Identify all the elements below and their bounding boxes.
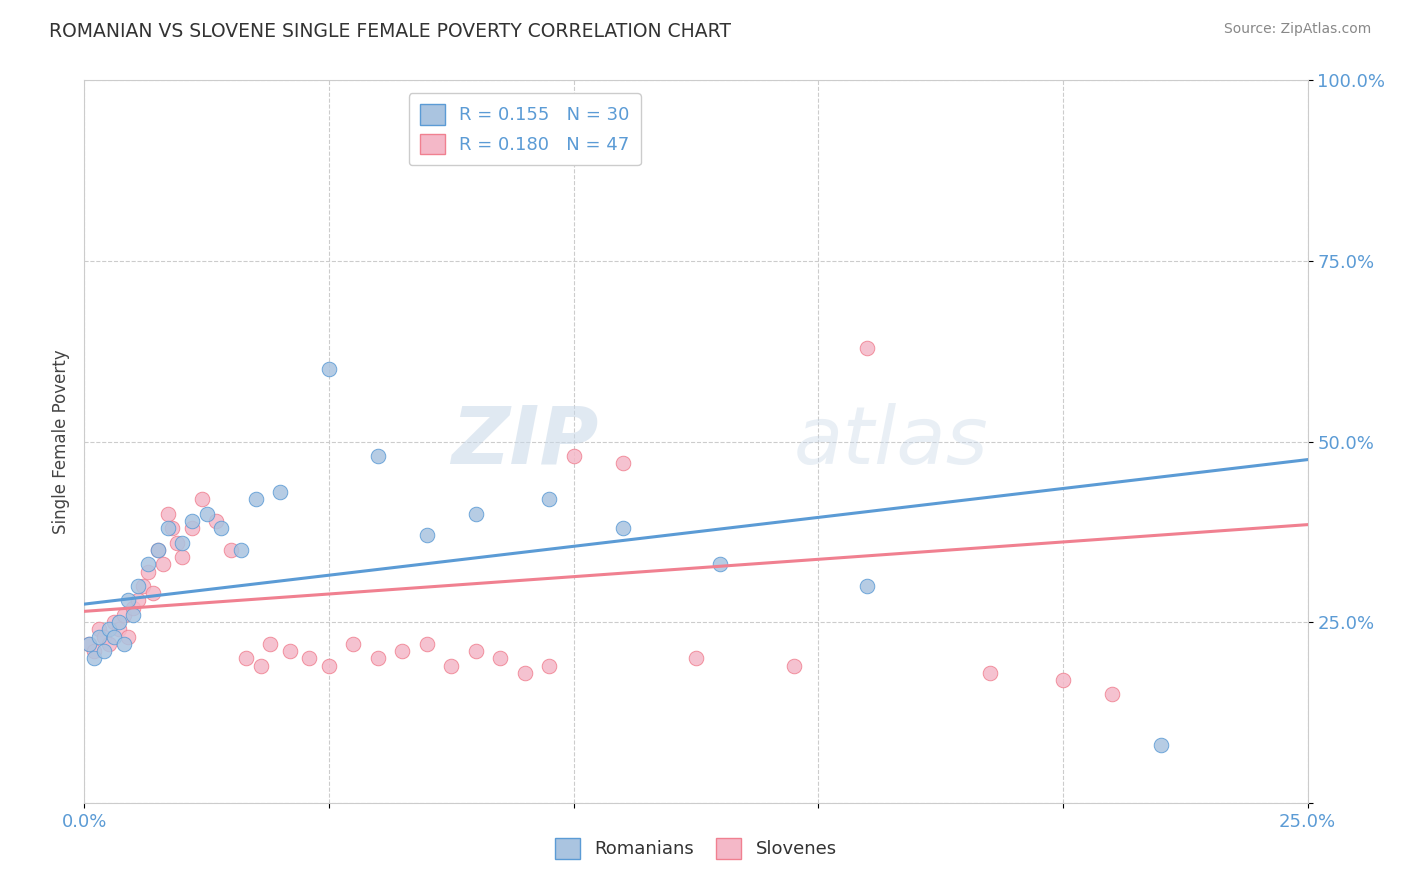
Point <box>122 607 145 622</box>
Legend: Romanians, Slovenes: Romanians, Slovenes <box>548 830 844 866</box>
Point <box>298 651 321 665</box>
Point <box>259 637 281 651</box>
Point <box>87 630 110 644</box>
Text: atlas: atlas <box>794 402 988 481</box>
Point <box>209 521 232 535</box>
Point <box>278 644 301 658</box>
Point <box>181 514 204 528</box>
Point <box>132 579 155 593</box>
Point <box>77 637 100 651</box>
Point <box>146 542 169 557</box>
Point <box>117 630 139 644</box>
Point <box>142 586 165 600</box>
Point <box>489 651 512 665</box>
Point <box>416 637 439 651</box>
Point <box>269 485 291 500</box>
Point <box>112 607 135 622</box>
Point <box>112 637 135 651</box>
Text: Source: ZipAtlas.com: Source: ZipAtlas.com <box>1223 22 1371 37</box>
Point <box>195 507 218 521</box>
Point <box>249 658 271 673</box>
Point <box>538 658 561 673</box>
Point <box>367 449 389 463</box>
Point <box>685 651 707 665</box>
Point <box>538 492 561 507</box>
Point <box>1052 673 1074 687</box>
Point <box>1101 687 1123 701</box>
Point <box>107 623 129 637</box>
Point <box>191 492 214 507</box>
Point <box>245 492 267 507</box>
Point <box>93 630 115 644</box>
Point <box>440 658 463 673</box>
Point <box>172 535 194 549</box>
Point <box>136 565 159 579</box>
Point <box>464 507 486 521</box>
Point <box>979 665 1001 680</box>
Point <box>103 615 125 630</box>
Point <box>612 456 634 470</box>
Point <box>122 600 145 615</box>
Point <box>856 579 879 593</box>
Point <box>172 550 194 565</box>
Y-axis label: Single Female Poverty: Single Female Poverty <box>52 350 70 533</box>
Point <box>856 341 879 355</box>
Point <box>318 658 340 673</box>
Point <box>103 630 125 644</box>
Point <box>1150 738 1173 752</box>
Point <box>166 535 188 549</box>
Point <box>136 558 159 572</box>
Point <box>152 558 174 572</box>
Point <box>127 593 149 607</box>
Point <box>97 637 120 651</box>
Point <box>219 542 242 557</box>
Point <box>156 507 179 521</box>
Point <box>562 449 585 463</box>
Point <box>783 658 806 673</box>
Point <box>156 521 179 535</box>
Point <box>229 542 252 557</box>
Point <box>107 615 129 630</box>
Point <box>416 528 439 542</box>
Point <box>87 623 110 637</box>
Point <box>127 579 149 593</box>
Point <box>181 521 204 535</box>
Point <box>464 644 486 658</box>
Point <box>235 651 257 665</box>
Point <box>367 651 389 665</box>
Point <box>97 623 120 637</box>
Point <box>612 521 634 535</box>
Point <box>83 644 105 658</box>
Point <box>117 593 139 607</box>
Point <box>205 514 228 528</box>
Point <box>77 637 100 651</box>
Point <box>146 542 169 557</box>
Point <box>391 644 413 658</box>
Text: ROMANIAN VS SLOVENE SINGLE FEMALE POVERTY CORRELATION CHART: ROMANIAN VS SLOVENE SINGLE FEMALE POVERT… <box>49 22 731 41</box>
Point <box>93 644 115 658</box>
Point <box>83 651 105 665</box>
Text: ZIP: ZIP <box>451 402 598 481</box>
Point <box>513 665 536 680</box>
Point <box>318 362 340 376</box>
Point <box>162 521 184 535</box>
Point <box>709 558 731 572</box>
Point <box>342 637 364 651</box>
